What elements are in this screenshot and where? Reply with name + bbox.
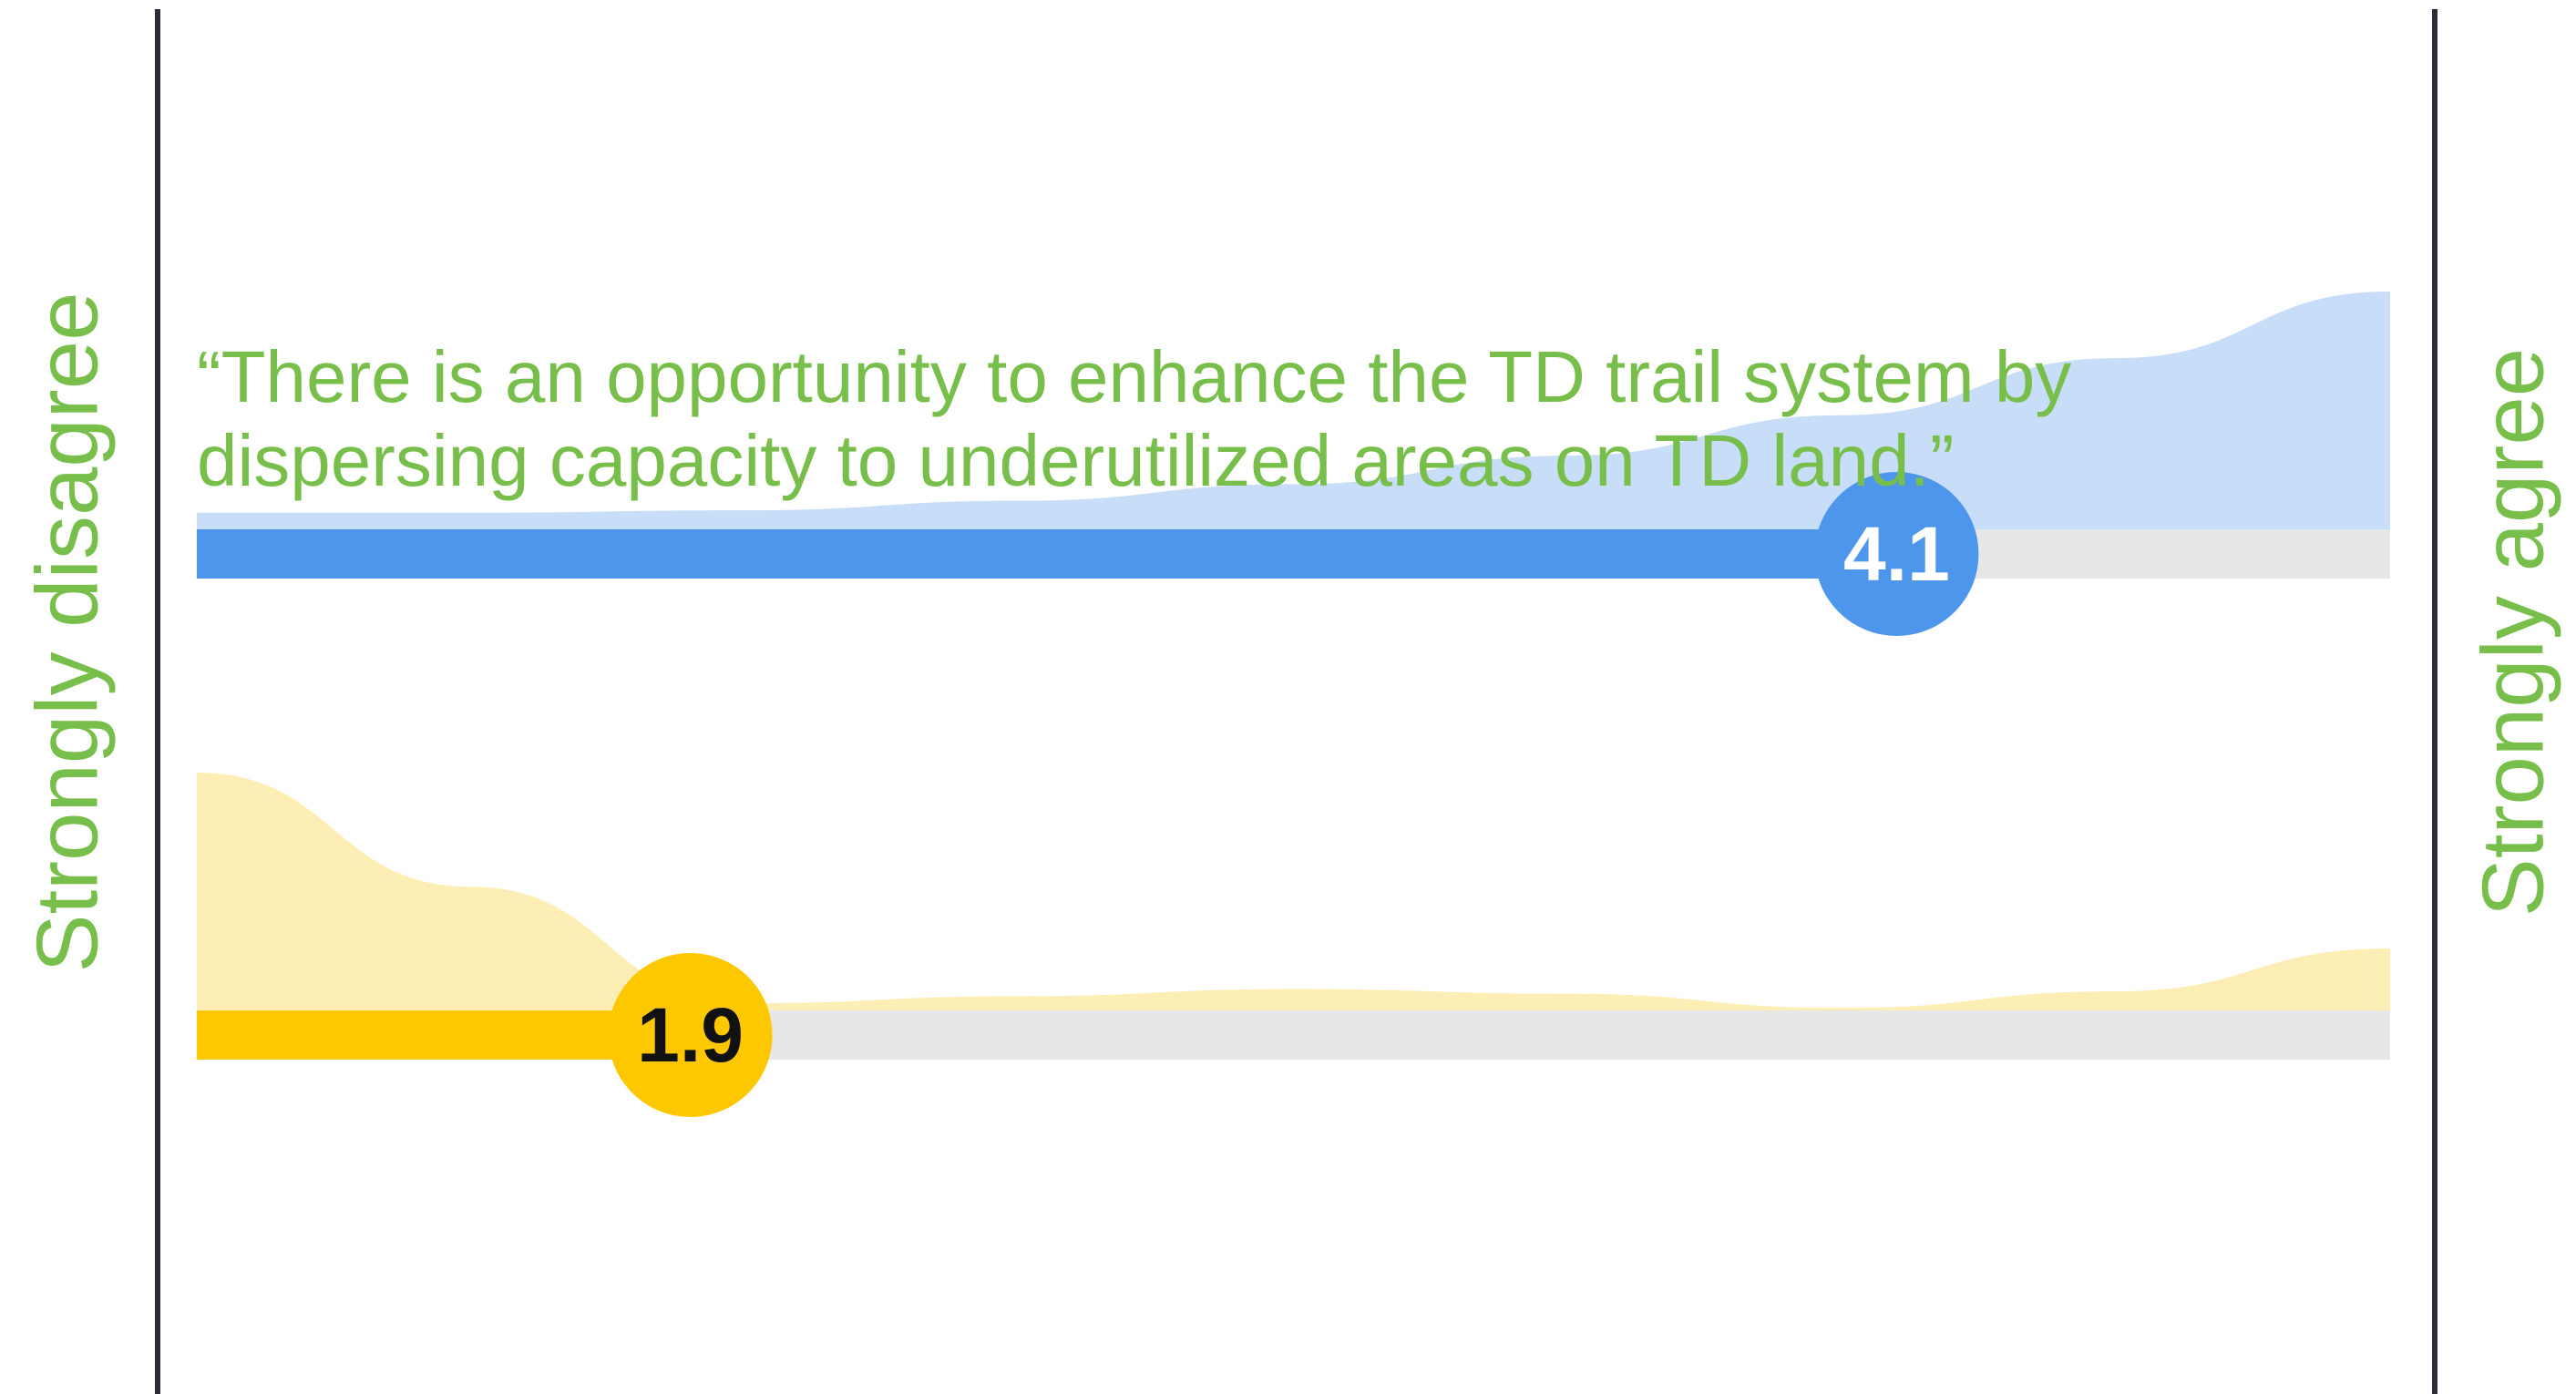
right-label: Strongly agree (2464, 348, 2561, 917)
value-bar (197, 529, 1897, 579)
value-bar (197, 1010, 691, 1060)
left-label: Strongly disagree (18, 292, 116, 972)
distribution-area (197, 292, 2390, 529)
distribution-area (197, 773, 2390, 1010)
statement: “There is an opportunity to enhance the … (197, 336, 2072, 501)
value-knob (1814, 472, 1979, 636)
value-label: 1.9 (637, 992, 744, 1078)
value-knob (608, 953, 773, 1117)
value-label: 4.1 (1843, 511, 1950, 597)
